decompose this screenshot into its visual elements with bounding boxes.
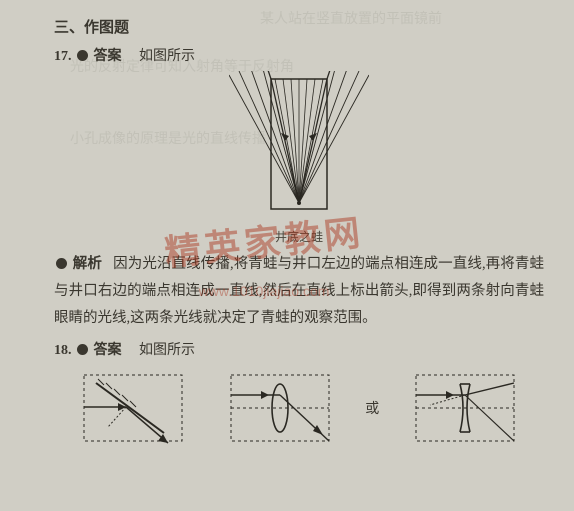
bullet-icon: [77, 344, 88, 355]
q17-answer-label: 答案: [94, 49, 122, 64]
q18-header: 18. 答案 如图所示: [54, 339, 544, 359]
q18-fig-concave-lens: [410, 369, 520, 447]
q17-number: 17.: [54, 49, 72, 64]
q17-analysis-label: 解析: [73, 256, 102, 272]
bullet-icon: [56, 258, 67, 269]
q17-caption: 井底之蛙: [54, 228, 544, 245]
q18-fig-mirror: [78, 369, 188, 447]
section-title: 三、作图题: [54, 16, 544, 37]
page-content: 三、作图题 17. 答案 如图所示: [0, 0, 574, 457]
q18-number: 18.: [54, 343, 72, 358]
q18-figures: 或: [54, 369, 544, 447]
bullet-icon: [77, 50, 88, 61]
q17-answer-text: 如图所示: [139, 49, 195, 64]
q17-figure: 井底之蛙: [54, 71, 544, 245]
q18-or: 或: [365, 398, 379, 418]
q17-analysis: 解析 因为光沿直线传播,将青蛙与井口左边的端点相连成一直线,再将青蛙与井口右边的…: [54, 251, 544, 331]
q18-answer-text: 如图所示: [139, 343, 195, 358]
q17-analysis-text: 因为光沿直线传播,将青蛙与井口左边的端点相连成一直线,再将青蛙与井口右边的端点相…: [54, 256, 544, 326]
q18-fig-convex-lens: [225, 369, 335, 447]
q18-answer-label: 答案: [94, 343, 122, 358]
q17-header: 17. 答案 如图所示: [54, 45, 544, 65]
